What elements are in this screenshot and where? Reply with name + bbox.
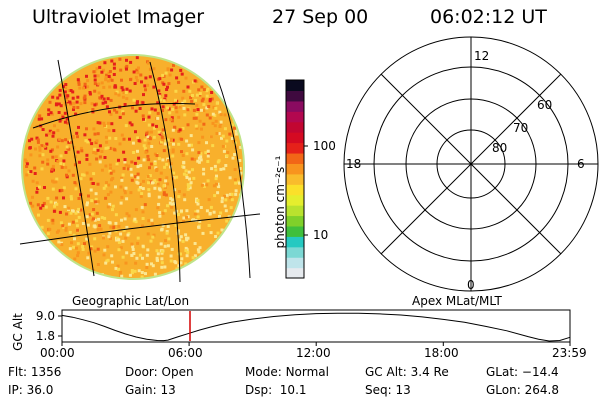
glat-field: GLat: −14.4 — [486, 365, 559, 379]
flt-field: Flt: 1356 — [8, 365, 62, 379]
flt-value: 1356 — [30, 365, 62, 379]
colorbar-segment — [286, 205, 304, 217]
colorbar-frame — [285, 79, 305, 279]
geographic-grid — [19, 59, 261, 283]
mlt-label-dawn: 6 — [577, 157, 585, 171]
glat-value: −14.4 — [521, 365, 559, 379]
longitude-line — [217, 79, 251, 279]
mlat-label-80: 80 — [492, 141, 507, 155]
time-label: 06:02:12 UT — [430, 6, 547, 28]
seq-field: Seq: 13 — [365, 383, 411, 397]
colorbar-segment — [286, 184, 304, 196]
disk-base — [23, 56, 243, 278]
glon-value: 264.8 — [524, 383, 559, 397]
y-tick-label: 1.8 — [36, 329, 55, 343]
colorbar-label-10: 10 — [313, 228, 329, 242]
left-panel-label: Geographic Lat/Lon — [72, 294, 190, 308]
colorbar-segment — [286, 142, 304, 154]
gain-value: 13 — [160, 383, 176, 397]
y-tick-label: 9.0 — [36, 309, 55, 323]
colorbar-segment — [286, 132, 304, 144]
dsp-value: 10.1 — [279, 383, 307, 397]
mode-field: Mode: Normal — [245, 365, 329, 379]
x-tick-label: 18:00 — [424, 346, 459, 360]
gcalt-value: 3.4 Re — [410, 365, 449, 379]
colorbar-segment — [286, 173, 304, 185]
mlat-label-60: 60 — [537, 98, 552, 112]
longitude-line — [57, 59, 95, 277]
colorbar-segment — [286, 236, 304, 248]
colorbar — [285, 79, 305, 279]
colorbar-segment — [286, 257, 304, 269]
door-value: Open — [161, 365, 194, 379]
right-panel-label: Apex MLat/MLT — [412, 294, 502, 308]
colorbar-segment — [286, 225, 304, 237]
altitude-curve — [61, 312, 571, 342]
earth-image — [21, 54, 245, 280]
altitude-timeline — [58, 309, 571, 346]
longitude-line — [149, 61, 181, 283]
x-tick-label: 00:00 — [40, 346, 75, 360]
colorbar-label-100: 100 — [313, 139, 336, 153]
latitude-line — [32, 103, 196, 129]
colorbar-segment — [286, 246, 304, 258]
gcalt-field: GC Alt: 3.4 Re — [365, 365, 449, 379]
colorbar-segment — [286, 163, 304, 175]
x-tick-label: 12:00 — [296, 346, 331, 360]
x-tick-label: 23:59 — [552, 346, 587, 360]
dsp-field: Dsp: 10.1 — [245, 383, 307, 397]
colorbar-segment — [286, 267, 304, 279]
mlt-diagonal — [380, 73, 562, 255]
door-field: Door: Open — [125, 365, 194, 379]
instrument-title: Ultraviolet Imager — [32, 6, 205, 28]
mlt-label-midnight: 0 — [467, 278, 475, 292]
ip-field: IP: 36.0 — [8, 383, 54, 397]
colorbar-segment — [286, 194, 304, 206]
colorbar-segment — [286, 111, 304, 123]
mode-value: Normal — [285, 365, 329, 379]
aurora-emission-pixels — [23, 56, 243, 278]
gain-field: Gain: 13 — [125, 383, 176, 397]
x-ticks — [61, 342, 571, 346]
colorbar-axis-label: photon cm⁻²s⁻¹ — [273, 155, 287, 249]
colorbar-segment — [286, 152, 304, 164]
seq-value: 13 — [395, 383, 411, 397]
x-tick-label: 06:00 — [168, 346, 203, 360]
y-axis-label: GC Alt — [11, 313, 25, 351]
date-label: 27 Sep 00 — [272, 6, 369, 28]
colorbar-segment — [286, 80, 304, 92]
colorbar-segment — [286, 100, 304, 112]
ip-value: 36.0 — [26, 383, 54, 397]
apex-polar-grid — [343, 36, 599, 292]
colorbar-segment — [286, 121, 304, 133]
latitude-line — [19, 213, 261, 245]
mlat-label-70: 70 — [513, 121, 528, 135]
mlt-label-noon: 12 — [474, 49, 489, 63]
glon-field: GLon: 264.8 — [486, 383, 559, 397]
colorbar-segment — [286, 90, 304, 102]
mlt-label-dusk: 18 — [346, 157, 361, 171]
colorbar-segment — [286, 215, 304, 227]
